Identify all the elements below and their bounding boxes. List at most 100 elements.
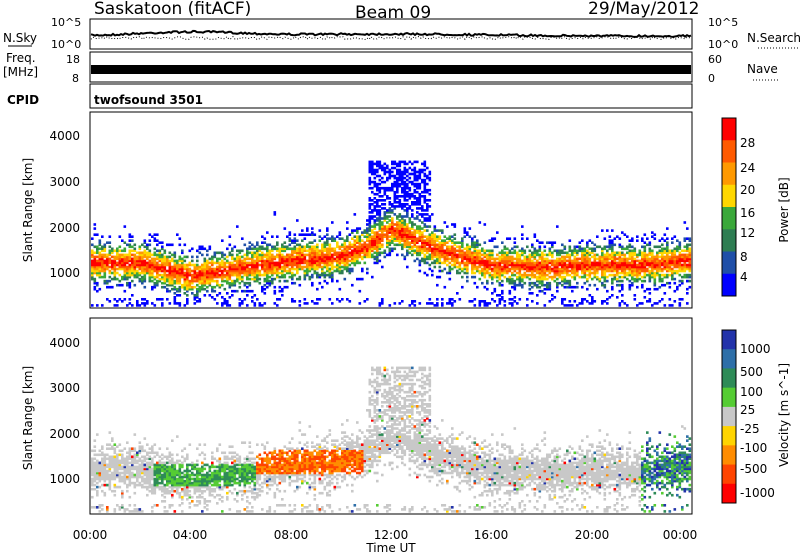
power-cell — [406, 175, 409, 178]
power-cell — [369, 161, 372, 164]
power-cell — [101, 235, 104, 238]
power-cell — [409, 181, 412, 184]
power-cell — [146, 262, 149, 265]
power-cell — [349, 300, 352, 303]
power-cell — [569, 270, 572, 273]
power-cell — [269, 276, 272, 279]
power-cell — [436, 302, 439, 305]
power-cell — [189, 262, 192, 265]
power-cell — [101, 254, 104, 257]
power-cell — [166, 270, 169, 273]
power-cell — [659, 274, 662, 277]
power-cell — [374, 252, 377, 255]
power-cell — [514, 258, 517, 261]
velocity-cell — [126, 456, 129, 459]
velocity-cell — [151, 458, 154, 461]
power-cell — [161, 241, 164, 244]
power-cell — [384, 181, 387, 184]
power-cell — [666, 237, 669, 240]
power-cell — [461, 237, 464, 240]
power-cell — [109, 246, 112, 249]
power-cell — [576, 282, 579, 285]
power-cell — [514, 280, 517, 283]
power-cell — [626, 272, 629, 275]
power-cell — [314, 239, 317, 242]
velocity-cell — [99, 450, 102, 453]
power-cell — [196, 284, 199, 287]
velocity-cell — [121, 490, 124, 493]
power-cell — [601, 229, 604, 232]
power-cell — [426, 248, 429, 251]
power-cell — [521, 248, 524, 251]
power-cell — [399, 169, 402, 172]
power-cell — [366, 227, 369, 230]
power-cell — [519, 254, 522, 257]
power-cell — [161, 274, 164, 277]
power-cell — [531, 286, 534, 289]
power-cell — [536, 250, 539, 253]
power-cell — [556, 290, 559, 293]
power-cell — [464, 235, 467, 238]
power-cell — [444, 235, 447, 238]
power-cell — [624, 233, 627, 236]
power-cell — [119, 284, 122, 287]
power-cell — [486, 250, 489, 253]
power-cell — [144, 286, 147, 289]
power-cell — [529, 292, 532, 295]
power-cell — [641, 276, 644, 279]
power-cell — [349, 268, 352, 271]
velocity-cell — [161, 486, 164, 489]
power-cell — [469, 246, 472, 249]
power-cell — [304, 237, 307, 240]
power-cell — [611, 294, 614, 297]
power-cell — [449, 262, 452, 265]
power-cell — [199, 266, 202, 269]
power-cell — [629, 280, 632, 283]
power-cell — [576, 304, 579, 307]
power-cell — [591, 262, 594, 265]
power-cell — [631, 246, 634, 249]
power-cell — [174, 280, 177, 283]
power-cell — [499, 298, 502, 301]
nsearch-label: N.Search — [747, 31, 800, 45]
power-cell — [131, 304, 134, 307]
power-cell — [604, 300, 607, 303]
power-cell — [424, 161, 427, 164]
power-cell — [374, 169, 377, 172]
power-cell — [461, 286, 464, 289]
velocity-cell — [134, 447, 137, 450]
power-cell — [429, 205, 432, 208]
velocity-cell — [154, 504, 157, 507]
velocity-cell — [119, 450, 122, 453]
power-cell — [411, 231, 414, 234]
power-cell — [141, 298, 144, 301]
power-cell — [154, 252, 157, 255]
power-cell — [549, 300, 552, 303]
power-cell — [241, 300, 244, 303]
power-cell — [634, 294, 637, 297]
power-cell — [426, 225, 429, 228]
power-cell — [196, 272, 199, 275]
power-cell — [406, 203, 409, 206]
power-ytick-1000: 1000 — [49, 266, 80, 280]
power-cell — [304, 270, 307, 273]
power-cell — [296, 219, 299, 222]
power-cell — [521, 284, 524, 287]
power-cell — [416, 246, 419, 249]
power-cell — [514, 274, 517, 277]
power-cell — [101, 304, 104, 307]
power-cell — [244, 298, 247, 301]
power-cell — [424, 272, 427, 275]
power-cell — [551, 260, 554, 263]
power-cell — [244, 258, 247, 261]
power-cell — [429, 268, 432, 271]
velocity-cell — [146, 452, 149, 455]
power-cell — [426, 167, 429, 170]
power-cell — [286, 280, 289, 283]
nsky-tick-top: 10^5 — [51, 16, 81, 29]
power-cell — [319, 274, 322, 277]
power-cell — [336, 252, 339, 255]
power-cell — [674, 270, 677, 273]
power-cell — [651, 235, 654, 238]
power-cbar-swatch — [722, 163, 736, 186]
